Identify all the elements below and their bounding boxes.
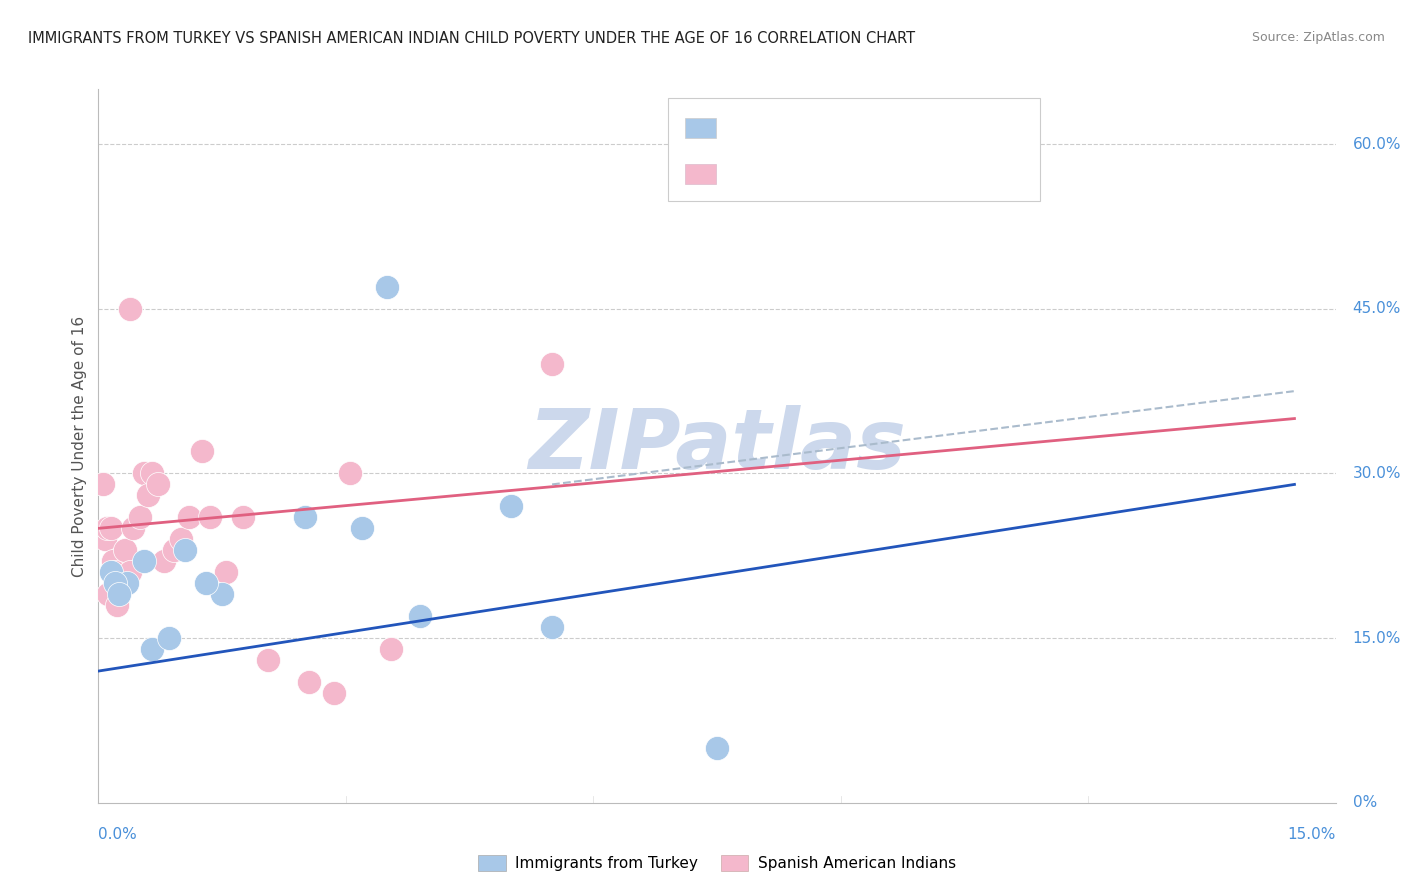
Point <box>96 521 118 535</box>
Point <box>380 642 402 657</box>
Text: IMMIGRANTS FROM TURKEY VS SPANISH AMERICAN INDIAN CHILD POVERTY UNDER THE AGE OF: IMMIGRANTS FROM TURKEY VS SPANISH AMERIC… <box>28 31 915 46</box>
Point <box>706 740 728 755</box>
Point <box>198 510 221 524</box>
Point <box>322 686 344 700</box>
Point <box>122 521 145 535</box>
Point <box>104 566 127 580</box>
Point <box>146 477 169 491</box>
Text: ZIPatlas: ZIPatlas <box>529 406 905 486</box>
Point <box>232 510 254 524</box>
Point <box>108 587 131 601</box>
Point <box>179 510 201 524</box>
Text: 30.0%: 30.0% <box>1353 466 1400 481</box>
Text: N =: N = <box>855 165 891 183</box>
Text: 0.256: 0.256 <box>769 119 817 137</box>
Legend: Immigrants from Turkey, Spanish American Indians: Immigrants from Turkey, Spanish American… <box>472 849 962 877</box>
Point <box>118 301 141 316</box>
Point <box>110 576 132 591</box>
Point <box>117 576 139 591</box>
Text: 45.0%: 45.0% <box>1353 301 1400 317</box>
Point <box>141 642 163 657</box>
Point <box>499 500 522 514</box>
Text: N =: N = <box>855 119 891 137</box>
Point <box>114 543 136 558</box>
Point <box>294 510 316 524</box>
Text: 16: 16 <box>897 119 918 137</box>
Point <box>194 576 217 591</box>
Point <box>100 566 122 580</box>
Point <box>97 587 120 601</box>
Point <box>298 675 321 690</box>
Point <box>190 444 212 458</box>
Text: 33: 33 <box>897 165 918 183</box>
Point <box>352 521 374 535</box>
Point <box>153 554 176 568</box>
Point <box>541 620 564 634</box>
Text: 0.0%: 0.0% <box>98 827 138 841</box>
Y-axis label: Child Poverty Under the Age of 16: Child Poverty Under the Age of 16 <box>72 316 87 576</box>
Point <box>409 609 432 624</box>
Point <box>91 477 114 491</box>
Point <box>132 467 155 481</box>
Text: 15.0%: 15.0% <box>1288 827 1336 841</box>
Point <box>157 631 180 645</box>
Point <box>128 510 150 524</box>
Text: 0.193: 0.193 <box>769 165 817 183</box>
Point <box>103 554 125 568</box>
Point <box>541 357 564 371</box>
Point <box>132 554 155 568</box>
Point <box>118 566 141 580</box>
Point <box>105 598 128 612</box>
Point <box>170 533 193 547</box>
Point <box>994 115 1017 129</box>
Point <box>211 587 233 601</box>
Point <box>141 467 163 481</box>
Point <box>163 543 186 558</box>
Point <box>100 521 122 535</box>
Point <box>174 543 197 558</box>
Text: Source: ZipAtlas.com: Source: ZipAtlas.com <box>1251 31 1385 45</box>
Point <box>136 488 159 502</box>
Point <box>375 280 398 294</box>
Point <box>215 566 238 580</box>
Text: 15.0%: 15.0% <box>1353 631 1400 646</box>
Point <box>94 533 117 547</box>
Point <box>339 467 361 481</box>
Text: R =: R = <box>727 165 763 183</box>
Point <box>256 653 278 667</box>
Point <box>104 576 127 591</box>
Text: 60.0%: 60.0% <box>1353 136 1400 152</box>
Text: 0%: 0% <box>1353 796 1376 810</box>
Text: R =: R = <box>727 119 763 137</box>
